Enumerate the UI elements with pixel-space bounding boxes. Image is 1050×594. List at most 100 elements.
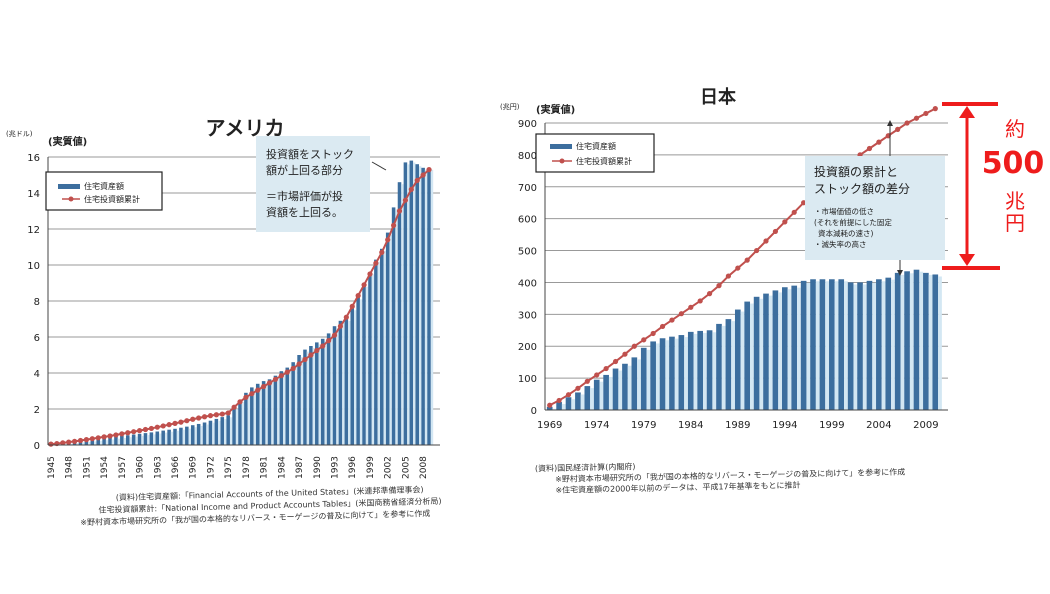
legend-line-label: 住宅投資額累計 (84, 194, 140, 204)
y-tick-label: 200 (518, 342, 537, 353)
bar-shadow (938, 276, 942, 410)
bar-shadow (224, 419, 226, 445)
bar-shadow (656, 343, 660, 410)
y-tick-label: 16 (27, 153, 40, 164)
bar-shadow (100, 441, 102, 445)
bar (232, 407, 236, 445)
line-point (421, 172, 426, 177)
line-point (867, 146, 872, 151)
bar-shadow (929, 275, 933, 410)
y-tick-label: 4 (34, 369, 40, 380)
line-point (285, 370, 290, 375)
line-point (214, 412, 219, 417)
y-tick-label: 800 (518, 151, 537, 162)
x-tick-label: 1969 (537, 420, 562, 431)
line-point (726, 273, 731, 278)
bar (256, 384, 260, 445)
bar (144, 433, 148, 445)
bar-shadow (319, 344, 321, 445)
arrow-up-icon (959, 106, 975, 118)
x-tick-label: 2009 (913, 420, 938, 431)
bar (904, 271, 910, 410)
line-point (90, 436, 95, 441)
line-point (754, 248, 759, 253)
x-tick-label: 1984 (277, 456, 287, 479)
bar (410, 161, 414, 445)
line-point (622, 352, 627, 357)
bar-shadow (395, 209, 397, 445)
us-annotation-line: 資額を上回る。 (266, 206, 343, 219)
bar-shadow (372, 274, 374, 445)
line-point (735, 265, 740, 270)
line-point (716, 283, 721, 288)
line-point (745, 258, 750, 263)
bar (362, 285, 366, 445)
bar-shadow (882, 281, 886, 410)
line-point (72, 439, 77, 444)
jp-annotation-line: 投資額の累計と (814, 164, 898, 179)
bar (150, 432, 154, 445)
line-point (679, 311, 684, 316)
bar-shadow (628, 366, 632, 410)
bar (274, 376, 278, 445)
line-point (332, 333, 337, 338)
line-point (782, 219, 787, 224)
bar (744, 302, 750, 410)
bar (244, 393, 248, 445)
line-point (237, 399, 242, 404)
x-tick-label: 1999 (819, 420, 844, 431)
bar (386, 233, 390, 445)
x-tick-label: 2005 (401, 456, 411, 479)
bar-shadow (301, 357, 303, 445)
line-point (361, 282, 366, 287)
bar-shadow (313, 348, 315, 445)
x-tick-label: 1981 (260, 456, 270, 479)
bar (339, 321, 343, 445)
line-point (415, 178, 420, 183)
jp-notes: (資料)国民経済計算(内閣府) ※野村資本市場研究所の「我が国の本格的なリバース… (535, 456, 906, 496)
line-point (184, 418, 189, 423)
bar (763, 294, 769, 410)
bar-shadow (703, 333, 707, 410)
bar-shadow (248, 395, 250, 445)
bar (669, 337, 675, 410)
bar-shadow (289, 370, 291, 445)
line-point (923, 111, 928, 116)
bar-shadow (731, 321, 735, 410)
bar-shadow (130, 437, 132, 445)
y-tick-label: 0 (531, 406, 537, 417)
bar (345, 319, 349, 445)
line-point (220, 411, 225, 416)
bar-shadow (118, 439, 120, 445)
bar-shadow (165, 433, 167, 445)
line-point (326, 338, 331, 343)
bar-shadow (360, 299, 362, 445)
y-tick-label: 0 (34, 441, 40, 452)
line-point (190, 417, 195, 422)
gap-prefix: 約 (1005, 117, 1025, 141)
y-tick-label: 900 (518, 119, 537, 130)
line-point (261, 384, 266, 389)
legend-line-marker (560, 159, 565, 164)
jp-unit-label: (兆円) (500, 102, 520, 111)
x-tick-label: 1963 (153, 456, 163, 479)
line-point (320, 343, 325, 348)
bar-shadow (844, 281, 848, 410)
line-point (267, 380, 272, 385)
bar (923, 273, 929, 410)
line-point (279, 373, 284, 378)
line-point (167, 422, 172, 427)
bar (810, 279, 816, 410)
bar-shadow (806, 283, 810, 410)
line-point (426, 167, 431, 172)
bar-shadow (609, 377, 613, 410)
line-point (125, 430, 130, 435)
us-annotation-line: ＝市場評価が投 (266, 189, 343, 203)
bar (356, 297, 360, 445)
bar-shadow (112, 439, 114, 445)
bar-shadow (825, 281, 829, 410)
y-tick-label: 8 (34, 297, 40, 308)
x-tick-label: 1974 (584, 420, 609, 431)
line-point (557, 398, 562, 403)
